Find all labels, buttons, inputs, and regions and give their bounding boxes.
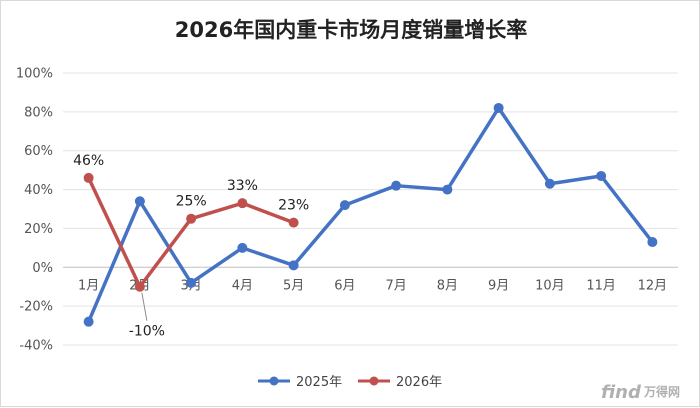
data-point	[288, 260, 299, 271]
series-layer	[83, 102, 658, 327]
x-tick-label: 9月	[488, 278, 509, 293]
x-tick-label: 4月	[232, 278, 253, 293]
data-point	[339, 200, 350, 211]
y-tick-label: 20%	[24, 222, 53, 237]
legend: 2025年 2026年	[258, 375, 442, 390]
data-point	[596, 170, 607, 181]
y-tick-label: -20%	[19, 300, 53, 315]
watermark-brand: find	[601, 382, 642, 403]
gridlines	[63, 72, 678, 346]
data-point	[442, 184, 453, 195]
data-point	[134, 196, 145, 207]
legend-label-2025: 2025年	[296, 375, 342, 390]
data-point	[186, 277, 197, 288]
y-axis: -40% -20% 0% 20% 40% 60% 80% 100%	[16, 67, 53, 354]
data-point	[186, 213, 197, 224]
x-tick-label: 12月	[638, 278, 668, 293]
x-tick-label: 5月	[283, 278, 304, 293]
data-point	[237, 242, 248, 253]
x-tick-label: 11月	[586, 278, 616, 293]
y-tick-label: -40%	[19, 339, 53, 354]
data-point	[83, 316, 94, 327]
data-label: 46%	[73, 153, 104, 169]
x-tick-label: 7月	[385, 278, 406, 293]
data-labels: 46% -10% 25% 33% 23%	[73, 153, 309, 340]
y-tick-label: 0%	[32, 261, 53, 276]
x-axis: 1月2月3月4月5月6月7月8月9月10月11月12月	[78, 278, 667, 293]
legend-marker-2026	[369, 376, 379, 386]
y-tick-label: 40%	[24, 183, 53, 198]
y-tick-label: 80%	[24, 105, 53, 120]
series-2026年	[83, 172, 299, 292]
data-point	[647, 237, 658, 248]
series-2025年	[83, 102, 658, 327]
x-tick-label: 10月	[535, 278, 565, 293]
y-tick-label: 60%	[24, 144, 53, 159]
data-label: 23%	[278, 198, 309, 214]
data-point	[544, 178, 555, 189]
watermark-logo: find 万得网	[601, 382, 680, 403]
data-point	[237, 198, 248, 209]
series-line	[86, 106, 655, 324]
data-label: -10%	[129, 324, 165, 340]
legend-marker-2025	[269, 376, 279, 386]
x-tick-label: 8月	[437, 278, 458, 293]
chart-title: 2026年国内重卡市场月度销量增长率	[175, 18, 527, 42]
data-label: 33%	[227, 178, 258, 194]
y-tick-label: 100%	[16, 67, 53, 82]
data-label-leader	[141, 292, 148, 321]
data-point	[83, 172, 94, 183]
data-point	[134, 281, 145, 292]
x-tick-label: 6月	[334, 278, 355, 293]
data-point	[391, 180, 402, 191]
data-label: 25%	[176, 194, 207, 210]
legend-label-2026: 2026年	[396, 375, 442, 390]
data-point	[288, 217, 299, 228]
data-point	[493, 102, 504, 113]
watermark-site: 万得网	[643, 384, 680, 399]
x-tick-label: 1月	[78, 278, 99, 293]
